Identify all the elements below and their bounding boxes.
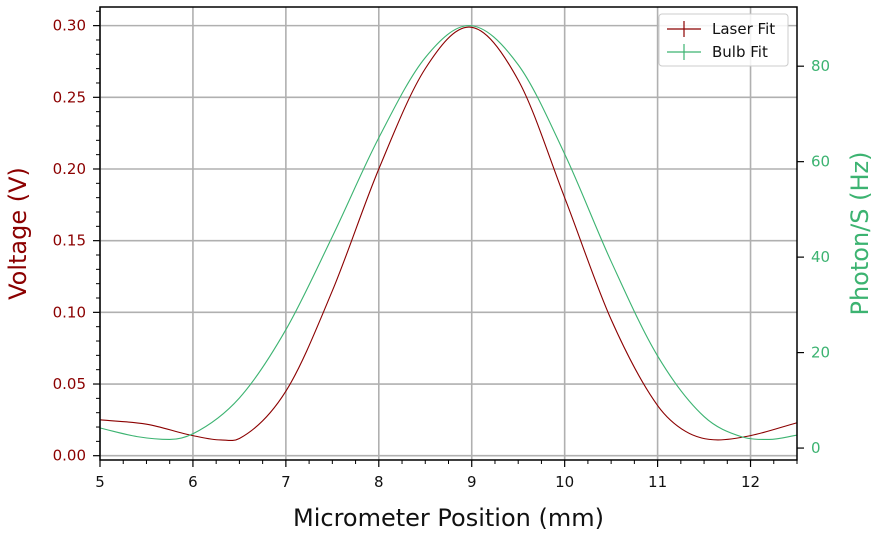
series-line-bulb-fit (99, 25, 798, 441)
legend-entry: Laser Fit (667, 20, 775, 38)
right-y-tick-label: 20 (811, 344, 830, 362)
left-y-tick-label: 0.15 (53, 232, 86, 250)
legend-label: Laser Fit (712, 20, 775, 38)
x-tick-label: 12 (741, 473, 760, 491)
x-tick-label: 11 (648, 473, 667, 491)
x-tick-label: 7 (281, 473, 291, 491)
axis-ticks: 5 6 7 8 9 10 11 12 0.00 0.05 0.10 0.15 0.20 0.25 0.30 0… (53, 10, 830, 491)
legend-entry: Bulb Fit (667, 43, 768, 61)
legend-label: Bulb Fit (712, 43, 768, 61)
left-y-tick-label: 0.00 (53, 447, 86, 465)
right-y-tick-label: 80 (811, 57, 830, 75)
plot-frame (99, 6, 798, 461)
gridlines (99, 7, 797, 460)
legend-box (658, 13, 789, 67)
x-tick-label: 5 (95, 473, 105, 491)
legend: Laser Fit Bulb Fit (658, 13, 789, 67)
left-y-tick-label: 0.25 (53, 88, 86, 106)
x-axis-label: Micrometer Position (mm) (293, 504, 604, 532)
left-y-tick-label: 0.10 (53, 303, 86, 321)
left-y-tick-label: 0.30 (53, 17, 86, 35)
left-y-tick-label: 0.20 (53, 160, 86, 178)
x-tick-label: 9 (467, 473, 477, 491)
right-y-tick-label: 60 (811, 153, 830, 171)
series-line-laser-fit (99, 26, 798, 442)
left-y-tick-label: 0.05 (53, 375, 86, 393)
left-y-axis-label: Voltage (V) (4, 167, 32, 300)
right-y-tick-label: 0 (811, 439, 821, 457)
x-tick-label: 10 (555, 473, 574, 491)
x-tick-label: 8 (374, 473, 384, 491)
series-lines (99, 25, 798, 442)
right-y-axis-label: Photon/S (Hz) (846, 152, 874, 316)
right-y-tick-label: 40 (811, 248, 830, 266)
x-tick-label: 6 (188, 473, 198, 491)
